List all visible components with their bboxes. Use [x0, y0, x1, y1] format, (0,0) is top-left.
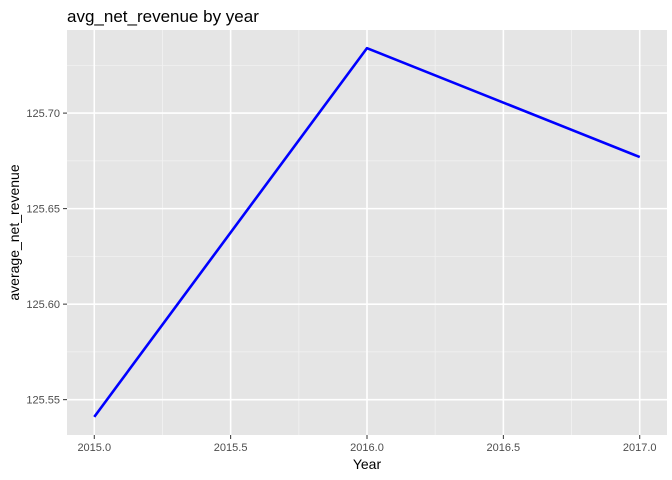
minor-grid-x	[162, 30, 572, 435]
x-tick-label: 2015.5	[214, 442, 248, 454]
y-axis-ticks: 125.55 125.60 125.65 125.70	[26, 108, 67, 407]
x-tick-label: 2016.0	[350, 442, 384, 454]
x-axis-ticks: 2015.0 2015.5 2016.0 2016.5 2017.0	[77, 435, 657, 454]
y-tick-label: 125.60	[26, 299, 60, 311]
series-layer	[93, 46, 641, 418]
y-tick-label: 125.70	[26, 108, 60, 120]
major-grid-y	[67, 112, 667, 401]
y-tick-label: 125.55	[26, 395, 60, 407]
y-axis-title: average_net_revenue	[6, 164, 22, 300]
y-tick-label: 125.65	[26, 204, 60, 216]
x-tick-label: 2016.5	[487, 442, 521, 454]
chart-title: avg_net_revenue by year	[67, 7, 259, 26]
x-tick-label: 2015.0	[77, 442, 111, 454]
x-tick-label: 2017.0	[623, 442, 657, 454]
series-line-1	[93, 46, 641, 418]
x-axis-title: Year	[353, 456, 382, 472]
